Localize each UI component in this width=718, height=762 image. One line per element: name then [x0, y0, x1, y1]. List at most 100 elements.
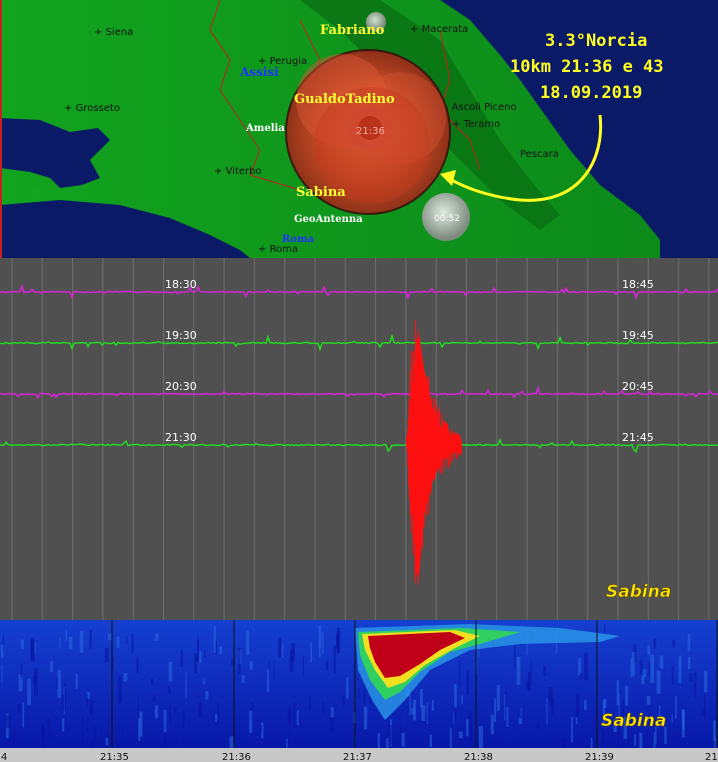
noise-streak — [701, 709, 705, 717]
noise-streak — [41, 724, 45, 746]
seismic-trace — [0, 283, 718, 301]
noise-streak — [30, 640, 34, 660]
trace-1-end-time: 18:45 — [622, 278, 654, 291]
city-siena: + Siena — [94, 27, 133, 38]
noise-streak — [630, 658, 633, 678]
noise-streak — [213, 626, 216, 653]
noise-streak — [194, 653, 199, 674]
noise-streak — [504, 694, 506, 721]
noise-streak — [105, 738, 109, 746]
noise-streak — [454, 684, 457, 708]
noise-streak — [466, 669, 470, 696]
noise-streak — [346, 677, 349, 699]
noise-streak — [281, 643, 284, 658]
noise-streak — [89, 629, 92, 649]
noise-streak — [168, 686, 171, 694]
tick-label-2135: 21:35 — [100, 752, 129, 762]
city-teramo: + Teramo — [452, 119, 500, 130]
noise-streak — [329, 711, 334, 733]
noise-streak — [631, 652, 635, 676]
noise-streak — [86, 717, 89, 733]
svg-text:Pescara: Pescara — [520, 149, 559, 160]
noise-streak — [93, 726, 97, 740]
noise-streak — [75, 673, 78, 689]
noise-streak — [5, 715, 10, 728]
noise-streak — [681, 710, 685, 738]
trace-3-start-time: 20:30 — [165, 380, 197, 393]
noise-streak — [704, 694, 706, 721]
noise-streak — [131, 633, 134, 653]
svg-text:+ Roma: + Roma — [258, 244, 298, 255]
noise-streak — [241, 675, 245, 684]
noise-streak — [713, 720, 716, 741]
svg-text:+ Viterbo: + Viterbo — [214, 166, 262, 177]
noise-streak — [623, 716, 628, 739]
noise-streak — [267, 669, 269, 692]
event-date: 18.09.2019 — [540, 83, 642, 103]
noise-streak — [217, 702, 220, 725]
noise-streak — [20, 663, 23, 678]
noise-streak — [261, 722, 264, 739]
noise-streak — [648, 662, 650, 677]
noise-streak — [687, 656, 691, 669]
noise-streak — [173, 706, 177, 715]
time-axis-bar — [0, 748, 718, 762]
city-viterbo: + Viterbo — [214, 166, 262, 177]
noise-streak — [104, 648, 109, 663]
tick-label-2138: 21:38 — [464, 752, 493, 762]
noise-streak — [318, 625, 322, 649]
noise-streak — [138, 718, 141, 741]
epicenter-map: + Siena + Perugia + Grosseto + Viterbo +… — [0, 0, 718, 258]
noise-streak — [678, 656, 682, 684]
noise-streak — [653, 638, 657, 649]
noise-streak — [411, 707, 415, 715]
seismic-trace — [0, 333, 718, 352]
seismogram-grid — [11, 258, 710, 620]
noise-streak — [520, 707, 522, 717]
noise-streak — [81, 715, 84, 743]
svg-text:+ Grosseto: + Grosseto — [64, 103, 120, 114]
noise-streak — [205, 691, 209, 700]
arrow-head-icon — [440, 170, 456, 186]
noise-streak — [48, 717, 51, 740]
noise-streak — [639, 732, 643, 758]
noise-streak — [388, 724, 393, 745]
seismic-trace — [0, 438, 718, 453]
noise-streak — [249, 710, 253, 733]
old-event-marker: 00:52 — [422, 193, 470, 241]
noise-streak — [637, 719, 640, 726]
noise-streak — [322, 701, 325, 715]
noise-streak — [513, 718, 516, 732]
trace-3-end-time: 20:45 — [622, 380, 654, 393]
noise-streak — [59, 637, 61, 648]
event-time-label: 21:36 — [356, 126, 385, 137]
noise-streak — [118, 676, 122, 704]
noise-streak — [116, 636, 120, 648]
noise-streak — [155, 633, 159, 641]
noise-streak — [616, 680, 620, 706]
noise-streak — [168, 661, 173, 682]
noise-streak — [671, 714, 673, 723]
tyrrhenian-sea — [0, 200, 250, 258]
noise-streak — [543, 665, 547, 676]
noise-streak — [671, 665, 674, 685]
noise-streak — [506, 707, 509, 728]
svg-text:+ Teramo: + Teramo — [452, 119, 500, 130]
station-geoantenna: GeoAntenna — [294, 214, 363, 225]
noise-streak — [309, 695, 311, 710]
noise-streak — [49, 661, 53, 672]
noise-streak — [526, 680, 530, 691]
noise-streak — [199, 651, 202, 663]
noise-streak — [580, 673, 583, 680]
trace-2-start-time: 19:30 — [165, 329, 197, 342]
noise-streak — [86, 692, 90, 699]
noise-streak — [196, 639, 199, 662]
noise-streak — [546, 698, 548, 725]
city-perugia: + Perugia — [258, 56, 307, 67]
island — [30, 186, 46, 200]
noise-streak — [470, 723, 473, 747]
city-ascoli: + Ascoli Piceno — [440, 102, 517, 113]
noise-streak — [664, 726, 667, 745]
noise-streak — [575, 717, 578, 725]
noise-streak — [429, 734, 432, 748]
